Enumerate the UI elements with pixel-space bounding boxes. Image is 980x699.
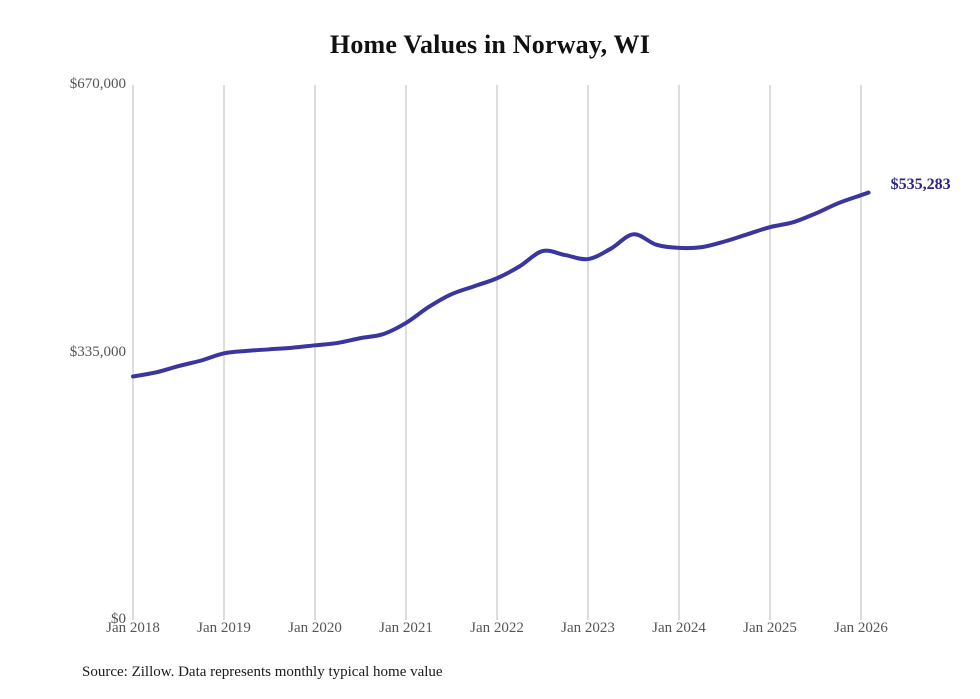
x-tick-label: Jan 2020 [288,620,342,636]
x-tick-label: Jan 2023 [561,620,615,636]
gridlines [132,85,862,620]
x-tick-label: Jan 2025 [743,620,797,636]
x-tick-label: Jan 2024 [652,620,706,636]
chart-title: Home Values in Norway, WI [329,30,651,59]
x-tick-label: Jan 2026 [834,620,888,636]
y-tick-label: $670,000 [69,76,126,92]
x-tick-label: Jan 2022 [470,620,524,636]
x-tick-label: Jan 2019 [197,620,251,636]
y-tick-label: $335,000 [69,343,126,360]
end-value-label: $535,283 [890,175,951,193]
y-axis: $670,000 $335,000 $0 [0,0,126,699]
x-tick-label: Jan 2018 [106,620,160,636]
y-tick-label: $0 [111,611,126,627]
source-note: Source: Zillow. Data represents monthly … [82,664,443,680]
x-tick-label: Jan 2021 [379,620,433,636]
series-line-typical-home-value [131,190,871,379]
